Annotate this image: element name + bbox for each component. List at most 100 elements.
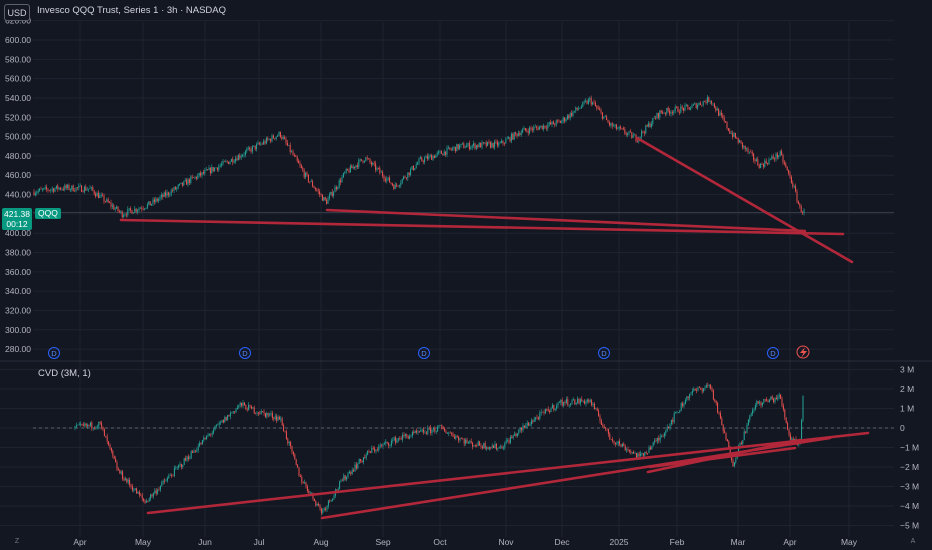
cvd-candle (173, 468, 175, 476)
cvd-candle (557, 402, 559, 406)
cvd-candle (578, 398, 580, 404)
cvd-candle (505, 440, 507, 444)
cvd-candle (728, 441, 730, 448)
price-candle (233, 161, 235, 163)
cvd-candle (766, 399, 768, 401)
cvd-candle (267, 413, 269, 416)
price-candle (193, 177, 195, 178)
price-candle (156, 198, 158, 201)
dividend-marker-icon[interactable] (418, 347, 430, 359)
cvd-candle (337, 488, 339, 491)
price-candle (650, 123, 652, 127)
dividend-marker-icon[interactable] (598, 347, 610, 359)
price-candle (548, 122, 550, 125)
dividend-marker-icon[interactable] (767, 347, 779, 359)
price-axis-label: 440.00 (5, 190, 31, 200)
trendline[interactable] (119, 218, 845, 236)
cvd-candle (470, 441, 472, 443)
price-candle (82, 191, 84, 193)
price-candle (558, 120, 560, 122)
cvd-candle (346, 476, 348, 480)
price-candle (169, 194, 171, 196)
price-candle (641, 131, 643, 137)
cvd-candle (278, 416, 280, 420)
cvd-candle (193, 450, 195, 453)
price-candle (342, 173, 344, 178)
cvd-candle (518, 429, 520, 434)
cvd-candle (407, 436, 409, 439)
price-candle (387, 177, 389, 179)
trendline[interactable] (146, 431, 870, 515)
cvd-candle (708, 384, 710, 386)
cvd-candle (607, 428, 609, 434)
cvd-candle (561, 399, 563, 406)
price-candle (624, 129, 626, 134)
price-candle (99, 195, 101, 198)
price-candle (274, 138, 276, 139)
cvd-candle (473, 445, 475, 447)
price-candle (148, 201, 150, 205)
price-candle (85, 186, 87, 191)
cvd-indicator-title[interactable]: CVD (3M, 1) (38, 368, 91, 379)
time-axis-label: May (135, 537, 152, 547)
cvd-candle (122, 471, 124, 479)
price-candle (744, 145, 746, 150)
price-candle (265, 138, 267, 144)
cvd-candle (465, 439, 467, 444)
cvd-candle (641, 453, 643, 454)
cvd-candle (570, 403, 572, 405)
price-candle (382, 172, 384, 177)
cvd-candle (201, 440, 203, 445)
price-candle (495, 141, 497, 143)
price-candle (590, 98, 592, 105)
price-candle (277, 135, 279, 137)
cvd-candle (110, 447, 112, 451)
price-candle (235, 158, 237, 162)
price-candle (412, 166, 414, 170)
price-candle (110, 202, 112, 207)
price-candle (572, 111, 574, 116)
cvd-candle (719, 413, 721, 419)
cvd-candle (351, 470, 353, 474)
cvd-candle (165, 480, 167, 482)
cvd-candle (802, 395, 804, 420)
price-candle (593, 102, 595, 104)
cvd-candle (612, 439, 614, 441)
price-candle (97, 192, 99, 198)
cvd-candle (717, 402, 719, 413)
cvd-candle (355, 464, 357, 469)
trendline[interactable] (635, 136, 854, 264)
cvd-candle (325, 508, 327, 510)
currency-button[interactable]: USD (4, 4, 30, 21)
dividend-marker-icon[interactable] (48, 347, 60, 359)
earnings-marker-icon[interactable] (796, 345, 810, 359)
auto-scale-button[interactable]: A (910, 538, 916, 545)
price-candle (618, 126, 620, 129)
cvd-candle (724, 430, 726, 433)
cvd-candle (143, 498, 145, 501)
cvd-candle (115, 458, 117, 463)
timezone-z-button[interactable]: Z (14, 538, 20, 545)
price-candle (128, 208, 130, 210)
price-candle (716, 108, 718, 111)
trendline[interactable] (325, 208, 807, 233)
flash-icon (800, 347, 807, 358)
dividend-marker-icon[interactable] (239, 347, 251, 359)
cvd-candle (420, 429, 422, 432)
price-candle (176, 187, 178, 190)
trendline[interactable] (648, 446, 797, 469)
cvd-candle (663, 433, 665, 437)
cvd-candle (245, 405, 247, 410)
cvd-candle (714, 399, 716, 402)
price-candle (405, 177, 407, 179)
cvd-candle (402, 434, 404, 440)
cvd-candle (686, 396, 688, 401)
price-candle (708, 97, 710, 102)
cvd-candle (619, 441, 621, 445)
cvd-candle (106, 436, 108, 442)
cvd-candle (544, 408, 546, 414)
price-candle (212, 167, 214, 171)
price-candle (737, 138, 739, 143)
price-candle (177, 185, 179, 188)
